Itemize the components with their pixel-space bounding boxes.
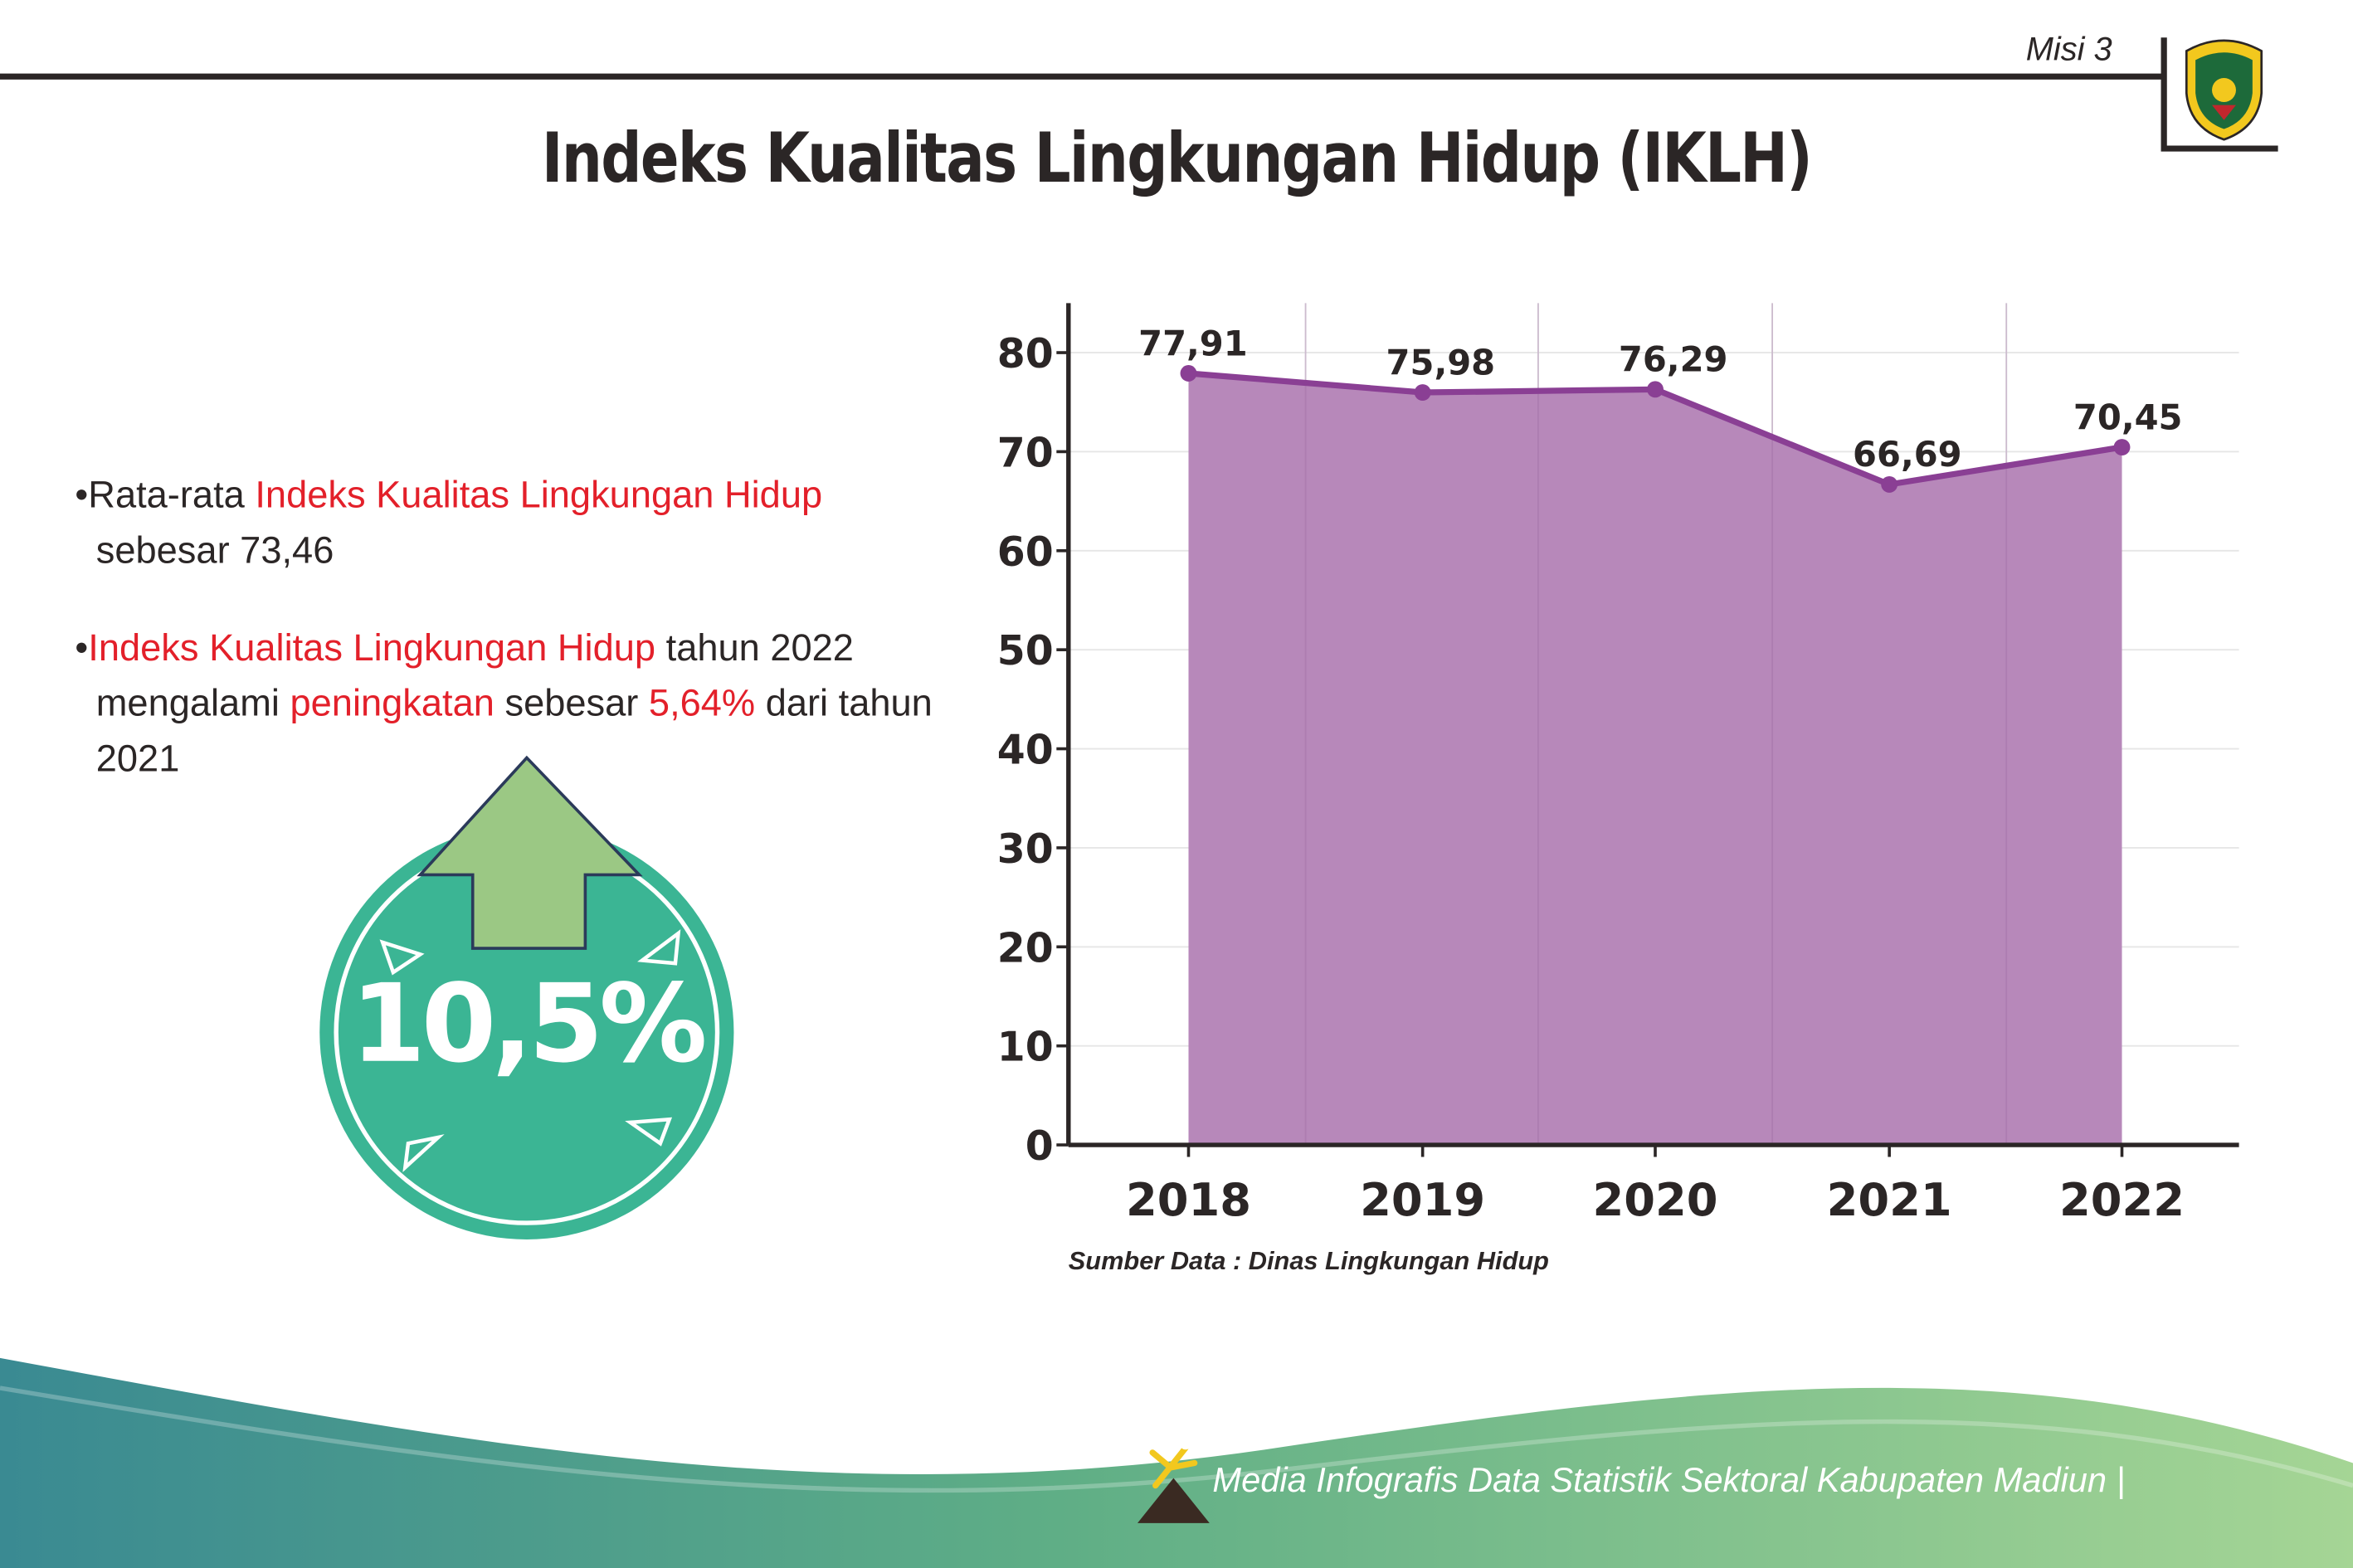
y-tick-label: 30 bbox=[997, 825, 1054, 873]
data-point bbox=[1180, 365, 1197, 382]
text: sebesar bbox=[494, 682, 649, 725]
highlight-text: Indeks Kualitas Lingkungan Hidup bbox=[255, 474, 823, 517]
data-label: 70,45 bbox=[2073, 397, 2183, 437]
y-tick-label: 70 bbox=[997, 430, 1054, 477]
highlight-text: 5,64% bbox=[648, 682, 756, 725]
y-tick-label: 60 bbox=[997, 528, 1054, 576]
summary-bullet-average: •Rata-rata Indeks Kualitas Lingkungan Hi… bbox=[75, 474, 823, 572]
footer-mascot-icon bbox=[1137, 1437, 1210, 1523]
footer-text: Media Infografis Data Statistik Sektoral… bbox=[1212, 1459, 2126, 1499]
summary-bullet-change: •Indeks Kualitas Lingkungan Hidup tahun … bbox=[75, 627, 933, 781]
logo-bracket bbox=[2161, 37, 2278, 152]
y-tick-label: 80 bbox=[997, 330, 1054, 377]
highlight-text: Indeks Kualitas Lingkungan Hidup bbox=[88, 627, 656, 670]
summary-text: •Rata-rata Indeks Kualitas Lingkungan Hi… bbox=[75, 468, 945, 830]
x-tick-label: 2019 bbox=[1360, 1174, 1485, 1226]
mission-label: Misi 3 bbox=[2025, 30, 2112, 68]
area-fill bbox=[1188, 373, 2122, 1146]
x-tick-label: 2022 bbox=[2059, 1174, 2185, 1226]
data-label: 66,69 bbox=[1853, 434, 1962, 475]
data-point bbox=[1414, 384, 1431, 401]
highlight-text: peningkatan bbox=[290, 682, 494, 725]
y-tick-label: 50 bbox=[997, 627, 1054, 674]
badge-value: 10,5% bbox=[350, 960, 708, 1087]
text: Rata-rata bbox=[88, 474, 256, 517]
x-tick-label: 2020 bbox=[1592, 1174, 1717, 1226]
page-title: Indeks Kualitas Lingkungan Hidup (IKLH) bbox=[541, 117, 1813, 198]
text: sebesar 73,46 bbox=[95, 529, 334, 572]
x-tick-label: 2018 bbox=[1126, 1174, 1251, 1226]
text: dari tahun 2021 bbox=[95, 682, 933, 781]
growth-badge bbox=[319, 755, 734, 1239]
data-source: Sumber Data : Dinas Lingkungan Hidup bbox=[1068, 1247, 1549, 1276]
data-label: 75,98 bbox=[1386, 342, 1496, 382]
y-tick-label: 0 bbox=[1025, 1122, 1054, 1170]
kabupaten-madiun-logo bbox=[2185, 39, 2263, 141]
up-arrow-icon bbox=[417, 755, 643, 950]
y-tick-label: 20 bbox=[997, 924, 1054, 971]
data-point bbox=[1647, 381, 1664, 398]
x-tick-label: 2021 bbox=[1827, 1174, 1952, 1226]
data-label: 76,29 bbox=[1619, 339, 1728, 380]
data-point bbox=[1881, 475, 1898, 493]
y-tick-label: 40 bbox=[997, 727, 1054, 774]
data-point bbox=[2113, 439, 2131, 455]
y-tick-label: 10 bbox=[997, 1024, 1054, 1071]
data-label: 77,91 bbox=[1138, 323, 1248, 363]
text: tahun 2022 mengalami bbox=[95, 627, 854, 725]
